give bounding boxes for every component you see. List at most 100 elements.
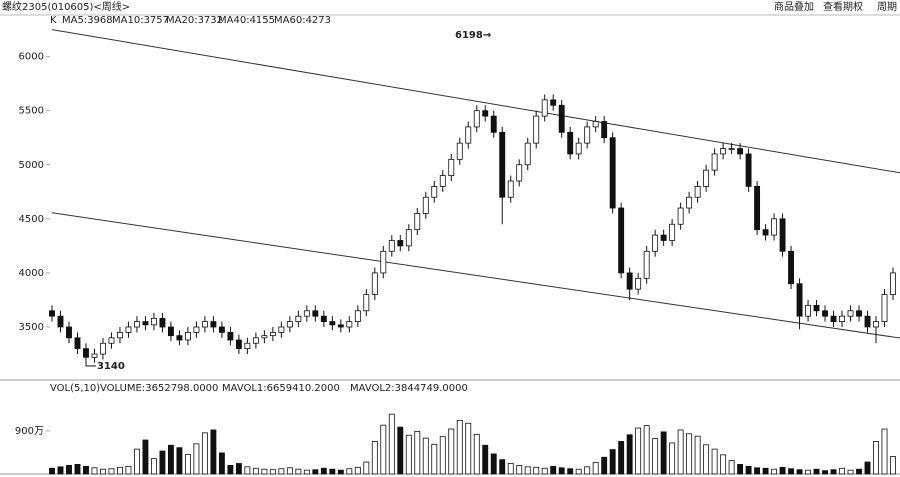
candle-body xyxy=(193,326,200,333)
annotation: 3140 xyxy=(97,361,125,372)
volume-bar xyxy=(74,464,81,475)
volume-bar xyxy=(150,458,157,475)
volume-bar xyxy=(269,469,276,475)
volume-bar xyxy=(856,468,862,475)
volume-bar xyxy=(626,434,633,475)
volume-bar xyxy=(652,438,659,475)
candle-body xyxy=(643,250,650,279)
candle-body xyxy=(575,142,582,155)
candle-body xyxy=(244,342,251,350)
volume-bar xyxy=(482,444,489,475)
candle-body xyxy=(414,213,421,231)
chart-title: 螺纹2305(010605)<周线> xyxy=(2,0,130,13)
volume-bar xyxy=(567,468,574,475)
candle-body xyxy=(890,272,896,295)
volume-header: VOL(5,10) VOLUME:3652798.0000 MAVOL1:66594… xyxy=(50,383,468,394)
candle-body xyxy=(720,148,727,155)
overlay-button[interactable]: 商品叠加 xyxy=(774,0,814,13)
candle-body xyxy=(269,332,276,337)
volume-bar xyxy=(847,469,854,475)
volume-bar xyxy=(439,436,446,475)
indicator-label: K xyxy=(50,15,57,26)
volume-bar xyxy=(737,464,744,475)
volume-header-label: MAVOL2:3844749.0000 xyxy=(350,383,468,394)
candle-body xyxy=(388,240,395,252)
volume-bar xyxy=(490,453,497,475)
candle-body xyxy=(856,310,862,317)
candle-body xyxy=(745,153,752,187)
volume-bar xyxy=(371,441,378,475)
volume-bar xyxy=(66,464,72,475)
volume-bar xyxy=(643,425,650,475)
candle-body xyxy=(167,326,174,337)
candle-body xyxy=(728,148,735,150)
candle-body xyxy=(847,310,854,317)
volume-bar xyxy=(575,468,582,475)
indicator-label: MA5:3968 xyxy=(62,15,113,26)
volume-bar xyxy=(550,465,557,475)
candle-body xyxy=(507,180,514,198)
candle-body xyxy=(473,110,480,128)
candle-body xyxy=(864,315,871,328)
volume-bar xyxy=(354,466,361,475)
volume-bar xyxy=(448,428,455,475)
volume-bar xyxy=(601,456,608,475)
candle-body xyxy=(320,315,327,322)
candle-body xyxy=(134,321,140,328)
volume-bar xyxy=(312,469,319,475)
candle-body xyxy=(108,337,115,344)
candle-body xyxy=(813,304,820,312)
candle-body xyxy=(584,126,591,144)
y-tick-label: 4000 xyxy=(19,268,44,279)
candle-body xyxy=(490,115,497,133)
volume-bar xyxy=(346,468,353,475)
candle-body xyxy=(635,277,642,290)
candle-body xyxy=(873,321,879,328)
volume-bar xyxy=(779,466,786,475)
candle-body xyxy=(524,142,531,166)
annotation: 6198→ xyxy=(455,30,491,41)
candle-body xyxy=(533,115,540,144)
volume-bar xyxy=(473,433,480,475)
y-tick-label: 5500 xyxy=(19,106,44,117)
volume-bar xyxy=(244,466,251,475)
candle-body xyxy=(694,185,701,198)
volume-header-label: MAVOL1:6659410.2000 xyxy=(222,383,340,394)
volume-bar xyxy=(303,469,310,475)
volume-header-label: VOLUME:3652798.0000 xyxy=(100,383,218,394)
candle-body xyxy=(150,317,157,326)
volume-bar xyxy=(677,429,684,475)
candle-body xyxy=(210,321,217,328)
volume-bar xyxy=(337,469,344,475)
volume-bar xyxy=(720,454,727,475)
candle-body xyxy=(159,317,166,328)
volume-bar xyxy=(771,468,778,475)
period-button[interactable]: 周期 xyxy=(877,1,897,13)
y-tick-label: 900万 xyxy=(15,426,44,437)
volume-bar xyxy=(813,468,820,475)
candle-body xyxy=(83,348,89,358)
volume-bar xyxy=(822,470,828,475)
volume-bar xyxy=(635,427,642,475)
volume-bar xyxy=(660,431,667,475)
candle-body xyxy=(380,250,387,274)
volume-bar xyxy=(134,448,140,475)
candle-body xyxy=(74,337,81,350)
volume-bar xyxy=(541,467,548,475)
candle-body xyxy=(405,229,412,247)
candle-body xyxy=(652,234,659,252)
volume-bar xyxy=(609,449,616,475)
candle-body xyxy=(261,335,268,339)
volume-bar xyxy=(380,424,387,475)
volume-bar xyxy=(184,453,191,475)
trend-line xyxy=(51,212,900,339)
volume-bar xyxy=(796,469,803,475)
candle-body xyxy=(771,218,778,236)
candle-body xyxy=(677,207,684,225)
candle-body xyxy=(329,321,336,326)
candle-body xyxy=(796,283,803,317)
candle-body xyxy=(711,153,718,171)
volume-bar xyxy=(703,444,710,475)
options-button[interactable]: 查看期权 xyxy=(823,0,863,13)
candle-body xyxy=(686,196,693,209)
